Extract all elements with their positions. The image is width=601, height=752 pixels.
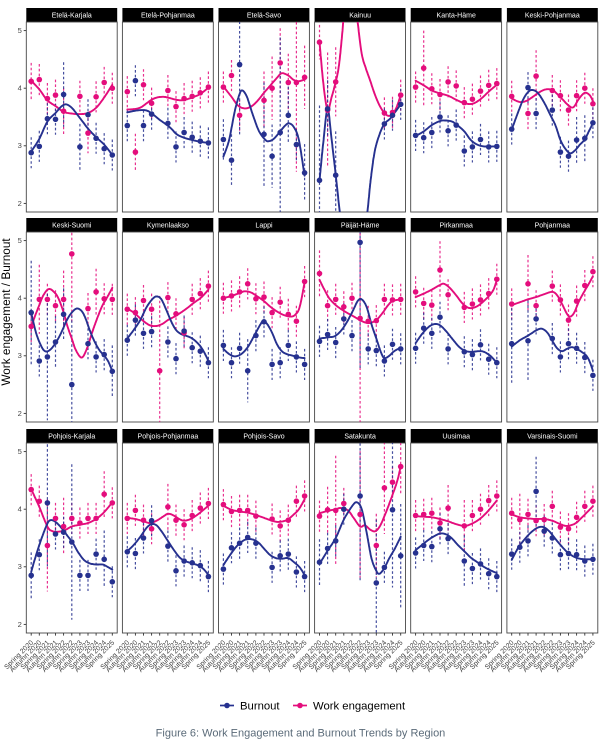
svg-text:5: 5 [18, 447, 22, 456]
svg-text:Satakunta: Satakunta [344, 434, 376, 441]
svg-text:Keski-Suomi: Keski-Suomi [52, 223, 92, 230]
svg-text:Varsinais-Suomi: Varsinais-Suomi [527, 434, 578, 441]
svg-text:Pohjois-Savo: Pohjois-Savo [243, 434, 284, 441]
svg-text:Lappi: Lappi [255, 223, 273, 230]
svg-text:Work engagement / Burnout: Work engagement / Burnout [0, 238, 13, 386]
svg-text:Pirkanmaa: Pirkanmaa [439, 223, 473, 230]
svg-text:Burnout: Burnout [240, 701, 280, 713]
svg-text:2: 2 [18, 199, 22, 208]
svg-text:Figure 6: Work Engagement and: Figure 6: Work Engagement and Burnout Tr… [156, 728, 446, 740]
svg-text:Kanta-Häme: Kanta-Häme [437, 13, 476, 20]
svg-text:3: 3 [18, 141, 22, 150]
svg-text:3: 3 [18, 562, 22, 571]
svg-text:Päijät-Häme: Päijät-Häme [341, 223, 380, 230]
svg-text:5: 5 [18, 26, 22, 35]
svg-text:Pohjois-Pohjanmaa: Pohjois-Pohjanmaa [138, 434, 199, 441]
svg-text:Pohjois-Karjala: Pohjois-Karjala [48, 434, 95, 441]
svg-text:4: 4 [18, 294, 22, 303]
svg-text:3: 3 [18, 351, 22, 360]
svg-text:Etelä-Savo: Etelä-Savo [247, 13, 281, 20]
svg-text:Uusimaa: Uusimaa [442, 434, 470, 441]
svg-text:2: 2 [18, 620, 22, 629]
svg-text:2: 2 [18, 409, 22, 418]
svg-text:5: 5 [18, 236, 22, 245]
svg-text:Keski-Pohjanmaa: Keski-Pohjanmaa [525, 13, 580, 20]
svg-text:Work engagement: Work engagement [313, 701, 406, 713]
svg-text:4: 4 [18, 84, 22, 93]
svg-text:Pohjanmaa: Pohjanmaa [535, 223, 571, 230]
svg-text:Kymenlaakso: Kymenlaakso [147, 223, 189, 230]
svg-text:Etelä-Pohjanmaa: Etelä-Pohjanmaa [141, 13, 195, 20]
svg-text:Kainuu: Kainuu [349, 13, 371, 20]
svg-text:4: 4 [18, 505, 22, 514]
svg-text:Etelä-Karjala: Etelä-Karjala [52, 13, 92, 20]
